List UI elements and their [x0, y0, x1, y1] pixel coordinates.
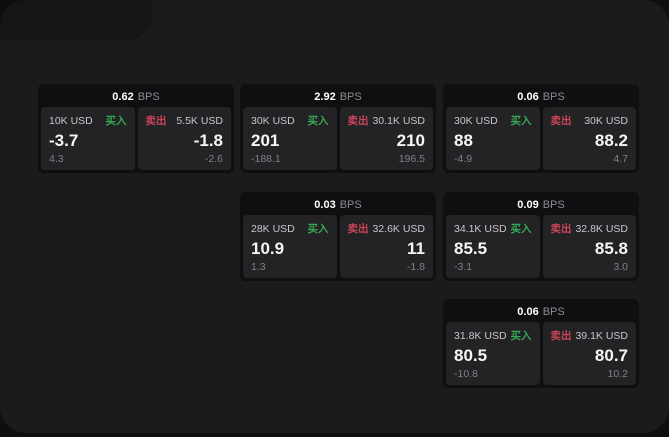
- buy-size: 30K USD: [251, 115, 295, 127]
- quote-card: 2.92 BPS 30K USD 买入 201 -188.1 卖出 30.1K …: [240, 84, 436, 173]
- sell-delta: 4.7: [613, 153, 628, 165]
- bps-unit: BPS: [542, 91, 565, 103]
- buy-delta: 4.3: [49, 153, 64, 165]
- buy-price: 80.5: [454, 346, 488, 365]
- sell-tile[interactable]: 卖出 30.1K USD 210 196.5: [339, 107, 433, 170]
- buy-label: 买入: [307, 223, 329, 235]
- bps-value: 0.06: [517, 91, 539, 103]
- sell-price: -1.8: [193, 131, 223, 150]
- bps-unit: BPS: [542, 306, 565, 318]
- sell-delta: 3.0: [613, 261, 628, 273]
- sell-tile[interactable]: 卖出 32.6K USD 11 -1.8: [339, 215, 433, 278]
- sell-delta: 10.2: [607, 368, 628, 380]
- buy-price: 85.5: [454, 239, 488, 258]
- bps-header: 0.06 BPS: [446, 302, 636, 322]
- buy-label: 买入: [510, 115, 532, 127]
- bps-unit: BPS: [339, 199, 362, 211]
- bps-header: 0.62 BPS: [41, 87, 231, 107]
- sell-label: 卖出: [550, 330, 572, 342]
- quote-card: 0.62 BPS 10K USD 买入 -3.7 4.3 卖出 5.5K USD…: [38, 84, 234, 173]
- quote-card: 0.06 BPS 30K USD 买入 88 -4.9 卖出 30K USD 8…: [443, 84, 639, 173]
- buy-tile[interactable]: 28K USD 买入 10.9 1.3: [243, 215, 337, 278]
- sell-price: 11: [407, 239, 425, 258]
- buy-delta: 1.3: [251, 261, 266, 273]
- bps-header: 0.03 BPS: [243, 195, 433, 215]
- buy-delta: -188.1: [251, 153, 281, 165]
- buy-label: 买入: [307, 115, 329, 127]
- sell-size: 32.8K USD: [575, 223, 628, 235]
- sell-tile[interactable]: 卖出 30K USD 88.2 4.7: [542, 107, 636, 170]
- buy-tile[interactable]: 30K USD 买入 201 -188.1: [243, 107, 337, 170]
- sell-tile[interactable]: 卖出 32.8K USD 85.8 3.0: [542, 215, 636, 278]
- bps-header: 0.09 BPS: [446, 195, 636, 215]
- buy-size: 10K USD: [49, 115, 93, 127]
- buy-price: 88: [454, 131, 473, 150]
- buy-price: -3.7: [49, 131, 79, 150]
- sell-label: 卖出: [347, 223, 369, 235]
- bps-value: 0.09: [517, 199, 539, 211]
- sell-price: 210: [396, 131, 425, 150]
- sell-delta: 196.5: [398, 153, 425, 165]
- buy-label: 买入: [510, 223, 532, 235]
- sell-delta: -2.6: [204, 153, 223, 165]
- sell-delta: -1.8: [406, 261, 425, 273]
- sell-label: 卖出: [347, 115, 369, 127]
- sell-tile[interactable]: 卖出 39.1K USD 80.7 10.2: [542, 322, 636, 385]
- buy-tile[interactable]: 30K USD 买入 88 -4.9: [446, 107, 540, 170]
- sell-size: 39.1K USD: [575, 330, 628, 342]
- buy-tile[interactable]: 34.1K USD 买入 85.5 -3.1: [446, 215, 540, 278]
- sell-price: 85.8: [594, 239, 628, 258]
- bps-value: 0.62: [112, 91, 134, 103]
- buy-size: 30K USD: [454, 115, 498, 127]
- quote-card: 0.09 BPS 34.1K USD 买入 85.5 -3.1 卖出 32.8K…: [443, 192, 639, 281]
- bps-unit: BPS: [542, 199, 565, 211]
- buy-delta: -4.9: [454, 153, 473, 165]
- buy-label: 买入: [510, 330, 532, 342]
- buy-price: 201: [251, 131, 280, 150]
- buy-tile[interactable]: 31.8K USD 买入 80.5 -10.8: [446, 322, 540, 385]
- buy-size: 31.8K USD: [454, 330, 507, 342]
- sell-price: 80.7: [594, 346, 628, 365]
- sell-size: 30.1K USD: [372, 115, 425, 127]
- sell-tile[interactable]: 卖出 5.5K USD -1.8 -2.6: [137, 107, 231, 170]
- sell-size: 5.5K USD: [176, 115, 223, 127]
- bps-unit: BPS: [339, 91, 362, 103]
- sell-label: 卖出: [145, 115, 167, 127]
- bps-value: 0.06: [517, 306, 539, 318]
- sell-label: 卖出: [550, 115, 572, 127]
- buy-size: 34.1K USD: [454, 223, 507, 235]
- sell-label: 卖出: [550, 223, 572, 235]
- buy-label: 买入: [105, 115, 127, 127]
- bps-unit: BPS: [137, 91, 160, 103]
- buy-delta: -3.1: [454, 261, 473, 273]
- quote-card: 0.03 BPS 28K USD 买入 10.9 1.3 卖出 32.6K US…: [240, 192, 436, 281]
- sell-price: 88.2: [594, 131, 628, 150]
- buy-delta: -10.8: [454, 368, 478, 380]
- quote-card: 0.06 BPS 31.8K USD 买入 80.5 -10.8 卖出 39.1…: [443, 299, 639, 388]
- bps-value: 0.03: [314, 199, 336, 211]
- bps-value: 2.92: [314, 91, 336, 103]
- buy-price: 10.9: [251, 239, 285, 258]
- buy-tile[interactable]: 10K USD 买入 -3.7 4.3: [41, 107, 135, 170]
- corner-overlay: [0, 0, 152, 40]
- bps-header: 2.92 BPS: [243, 87, 433, 107]
- sell-size: 30K USD: [584, 115, 628, 127]
- buy-size: 28K USD: [251, 223, 295, 235]
- bps-header: 0.06 BPS: [446, 87, 636, 107]
- sell-size: 32.6K USD: [372, 223, 425, 235]
